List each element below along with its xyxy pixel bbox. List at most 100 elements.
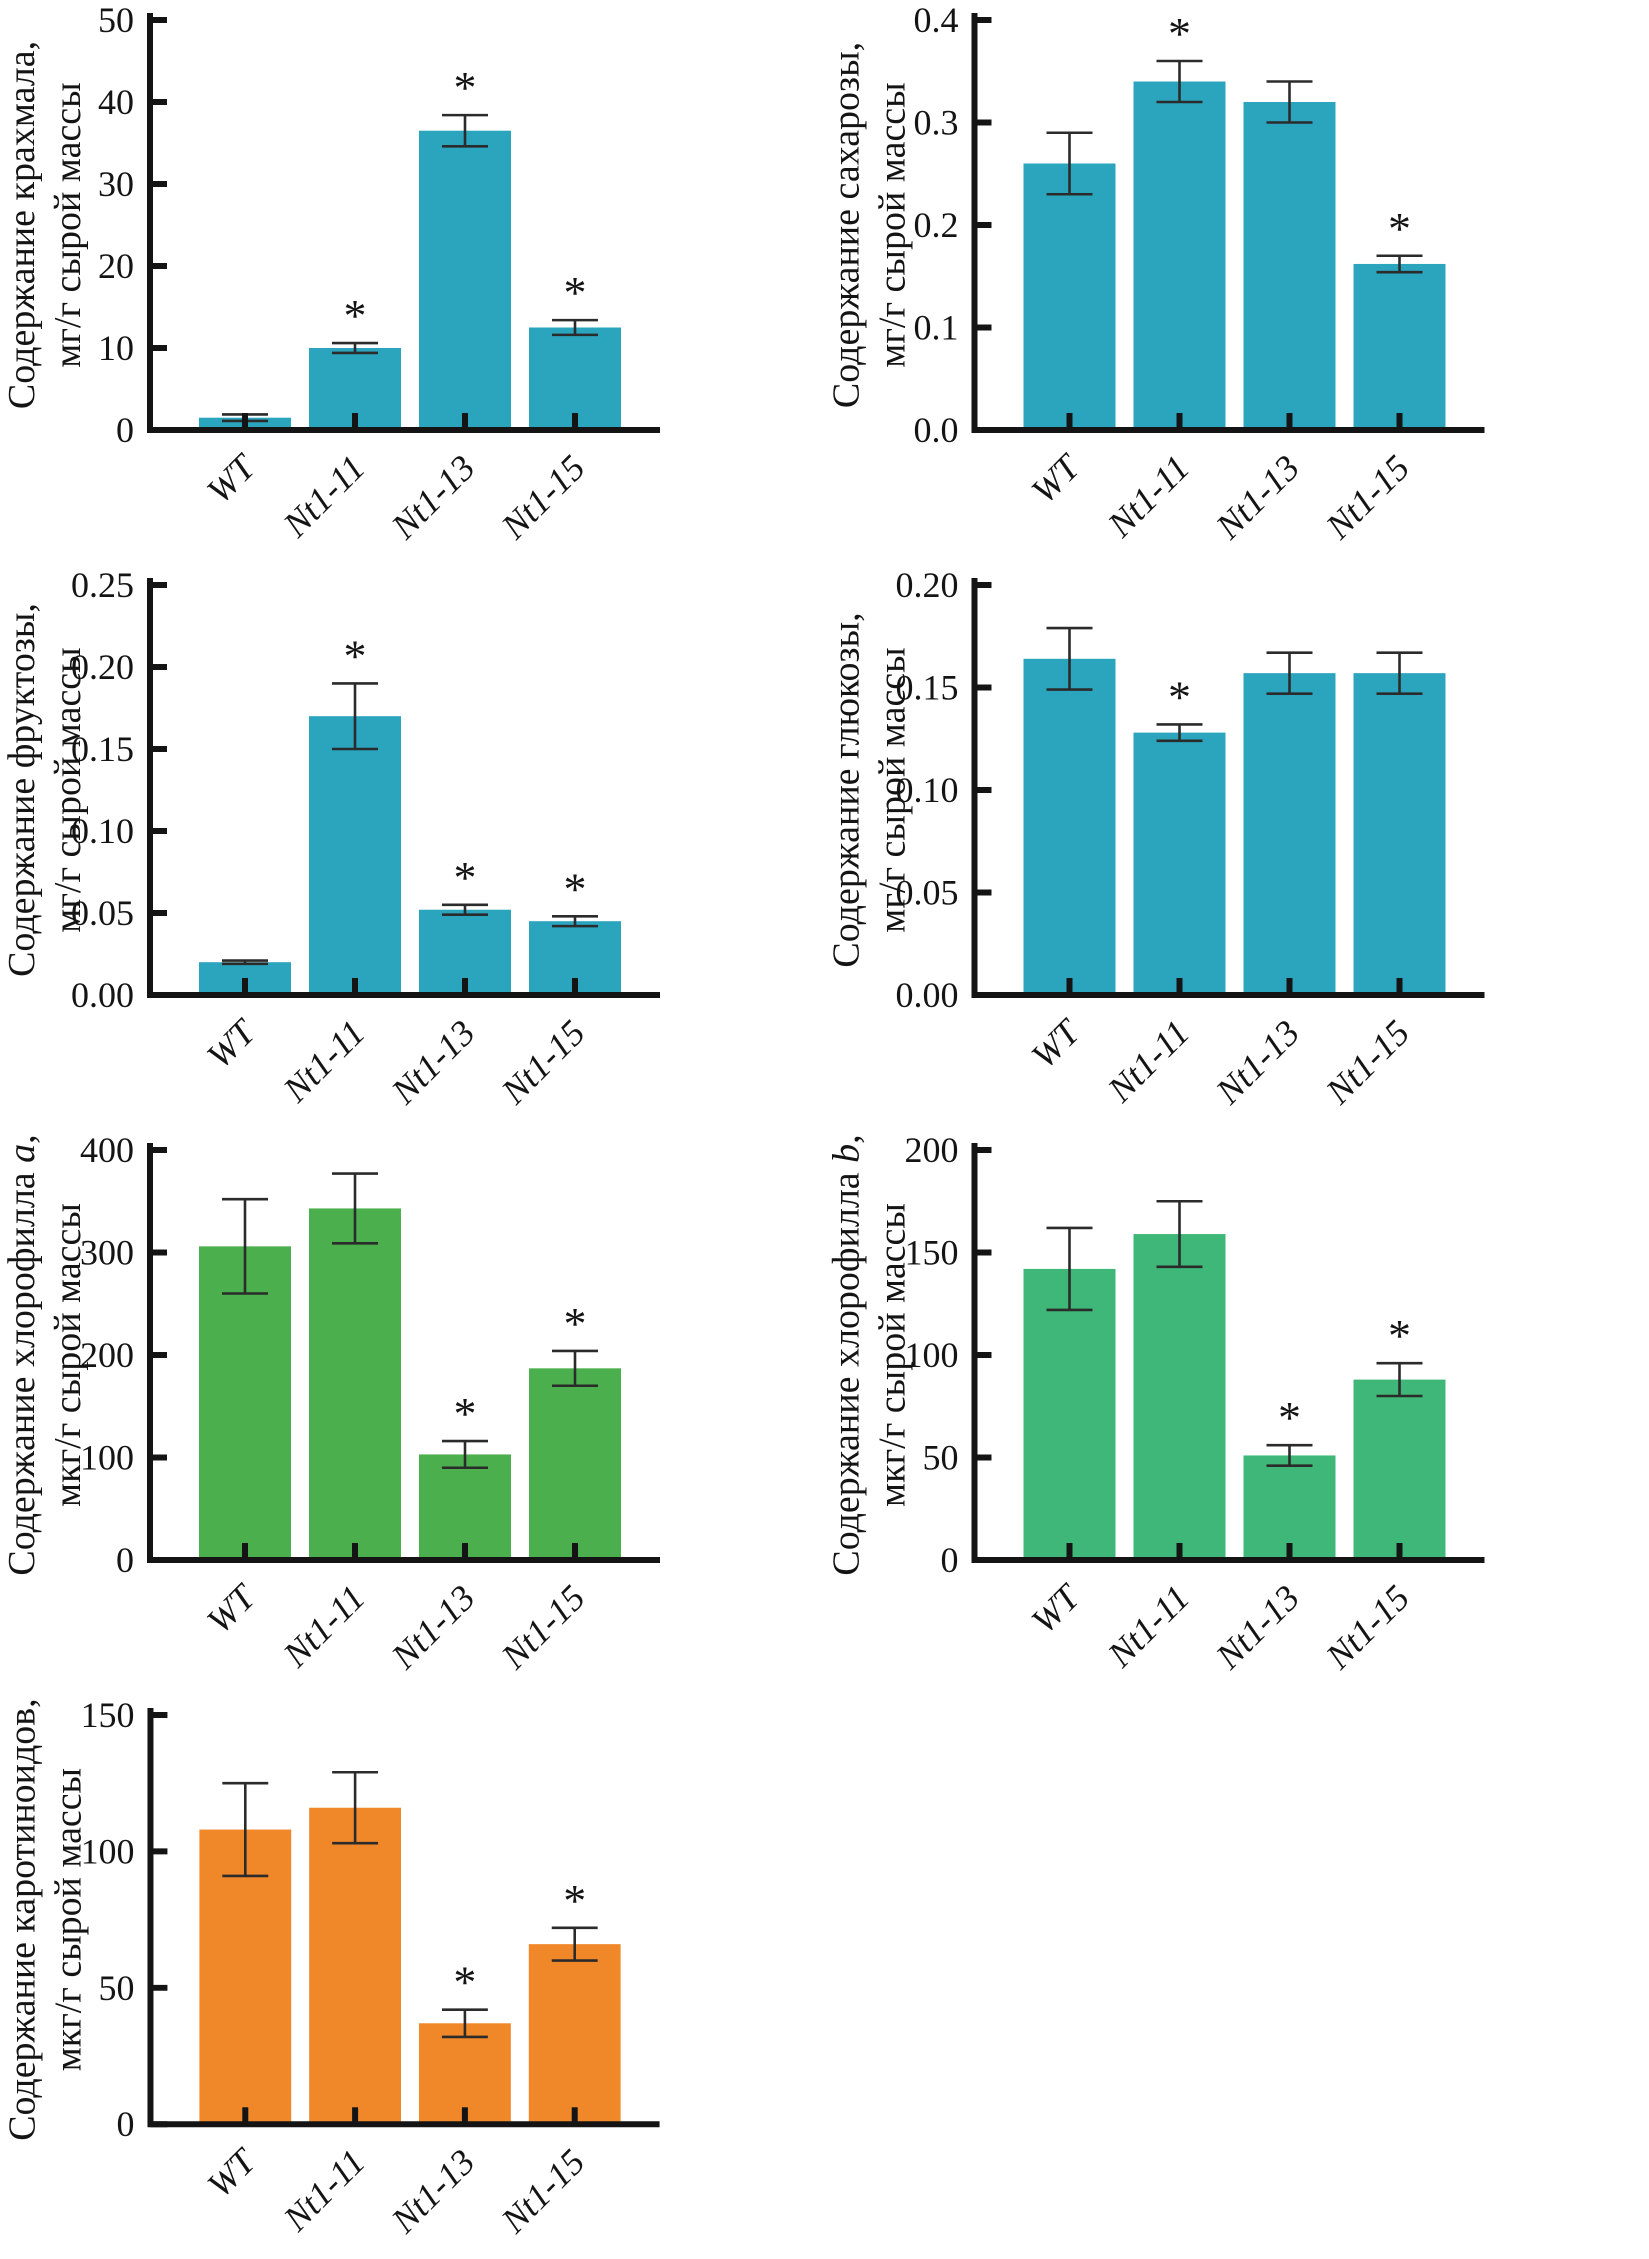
y-axis-title-line1: Содержание хлорофилла b,: [826, 1134, 868, 1575]
y-axis-title-line1: Содержание крахмала,: [1, 41, 43, 409]
x-tick-label: Nt1-13: [383, 2142, 483, 2242]
y-tick-label: 50: [99, 1968, 135, 2008]
fructose-chart: * * * 0.00 0.05 0.10 0.15 0.20 0.25 WT Nt1-11 Nt1-1…: [0, 565, 824, 1130]
y-tick-label: 0.20: [71, 647, 134, 687]
y-axis-title-line2: мг/г сырой массы: [47, 647, 89, 932]
bar-Nt1-15: [529, 1368, 621, 1560]
y-axis-title-line2: мкг/г сырой массы: [47, 1203, 89, 1507]
significance-star: *: [454, 62, 477, 113]
y-axis-title-line1: Содержание глюкозы,: [826, 612, 868, 967]
y-tick-label: 0: [116, 410, 134, 450]
carotenoids-chart: * * 0 50 100 150 WT Nt1-11 Nt1-13 Nt1-15 Содержани…: [0, 1695, 824, 2259]
significance-star: *: [564, 267, 587, 318]
y-tick-label: 100: [81, 1831, 135, 1871]
significance-star: *: [1168, 671, 1191, 722]
significance-star: *: [564, 1298, 587, 1349]
chlorophyll-b-chart: * * 0 50 100 150 200 WT Nt1-11 Nt1-13 Nt1-15 Содерж…: [824, 1130, 1649, 1695]
y-axis-title-line1: Содержание фруктозы,: [1, 603, 43, 977]
bar-Nt1-13: [1243, 1455, 1336, 1560]
bar-WT: [199, 1829, 292, 2125]
bar-Nt1-15: [1353, 1379, 1446, 1560]
y-tick-label: 30: [98, 164, 134, 204]
bar-Nt1-13: [419, 130, 511, 430]
y-tick-label: 100: [905, 1335, 959, 1375]
x-tick-label: Nt1-13: [383, 1012, 483, 1112]
y-axis-title-line1: Содержание сахарозы,: [826, 42, 868, 408]
significance-star: *: [563, 1875, 586, 1926]
x-tick-label: WT: [199, 1575, 265, 1641]
x-tick-label: Nt1-11: [1099, 447, 1197, 545]
x-tick-label: Nt1-15: [1317, 1577, 1417, 1677]
x-tick-label: WT: [199, 2139, 265, 2205]
sucrose-plot: * * 0.0 0.1 0.2 0.3 0.4 WT Nt1-11 Nt1-13 Nt1-15 Сод…: [826, 0, 1485, 547]
y-tick-label: 0.15: [71, 729, 134, 769]
y-tick-label: 0.3: [914, 103, 959, 143]
significance-star: *: [564, 863, 587, 914]
x-tick-label: Nt1-11: [1099, 1577, 1197, 1675]
significance-star: *: [344, 290, 367, 341]
x-tick-label: Nt1-15: [1317, 447, 1417, 547]
y-tick-label: 40: [98, 82, 134, 122]
bar-Nt1-11: [1133, 1234, 1226, 1560]
glucose-chart: * 0.00 0.05 0.10 0.15 0.20 WT Nt1-11 Nt1-13 Nt1-1…: [824, 565, 1649, 1130]
bar-WT: [1023, 1268, 1116, 1560]
y-axis-title-line2: мкг/г сырой массы: [48, 1768, 90, 2071]
y-tick-label: 0.10: [71, 811, 134, 851]
x-tick-label: Nt1-13: [1207, 1012, 1307, 1112]
y-tick-label: 400: [80, 1130, 134, 1170]
y-tick-label: 0.05: [896, 873, 959, 913]
bar-Nt1-15: [1353, 263, 1446, 430]
y-axis-title-line2: мг/г сырой массы: [872, 647, 914, 932]
bar-Nt1-11: [1133, 81, 1226, 430]
y-tick-label: 150: [905, 1233, 959, 1273]
y-tick-label: 20: [98, 246, 134, 286]
y-tick-label: 0.05: [71, 893, 134, 933]
y-tick-label: 100: [80, 1438, 134, 1478]
y-axis-title-line2: мг/г сырой массы: [47, 82, 89, 367]
x-tick-label: WT: [1024, 1010, 1090, 1076]
y-tick-label: 150: [81, 1695, 135, 1735]
bar-WT: [199, 1246, 291, 1560]
empty-cell: [824, 1695, 1649, 2259]
chlorophyll-a-chart: * * 0 100 200 300 400 WT Nt1-11 Nt1-13 Nt1-15 Содер…: [0, 1130, 824, 1695]
y-tick-label: 0.10: [896, 770, 959, 810]
y-tick-label: 0.2: [914, 205, 959, 245]
bar-Nt1-11: [309, 716, 401, 995]
y-axis-title-line2: мкг/г сырой массы: [872, 1203, 914, 1507]
x-tick-label: Nt1-13: [383, 447, 483, 547]
bar-Nt1-11: [1133, 732, 1226, 995]
x-tick-label: Nt1-13: [383, 1577, 483, 1677]
x-tick-label: WT: [1024, 1575, 1090, 1641]
y-tick-label: 0.25: [71, 565, 134, 605]
bar-Nt1-15: [528, 1944, 621, 2125]
bar-Nt1-13: [1243, 102, 1336, 430]
y-tick-label: 200: [905, 1130, 959, 1170]
x-tick-label: Nt1-11: [275, 1012, 373, 1110]
bar-Nt1-13: [419, 1454, 511, 1560]
significance-star: *: [1388, 203, 1411, 254]
y-tick-label: 200: [80, 1335, 134, 1375]
bar-Nt1-15: [1353, 673, 1446, 995]
sucrose-chart: * * 0.0 0.1 0.2 0.3 0.4 WT Nt1-11 Nt1-13 Nt1-15 Сод…: [824, 0, 1649, 565]
y-tick-label: 0.1: [914, 308, 959, 348]
x-tick-label: WT: [199, 445, 265, 511]
y-tick-label: 0.00: [71, 975, 134, 1015]
x-tick-label: WT: [1024, 445, 1090, 511]
x-tick-label: Nt1-11: [275, 447, 373, 545]
significance-star: *: [1388, 1310, 1411, 1361]
bar-Nt1-11: [309, 1807, 402, 2125]
bar-Nt1-15: [529, 327, 621, 430]
significance-star: *: [1278, 1392, 1301, 1443]
chlorophyll-a-plot: * * 0 100 200 300 400 WT Nt1-11 Nt1-13 Nt1-15 Содер…: [1, 1130, 660, 1677]
y-tick-label: 0.0: [914, 410, 959, 450]
y-tick-label: 0: [116, 1540, 134, 1580]
bar-WT: [1023, 163, 1116, 430]
significance-star: *: [1168, 8, 1191, 59]
x-tick-label: Nt1-13: [1207, 1577, 1307, 1677]
bar-Nt1-11: [309, 1208, 401, 1560]
y-axis-title-line1: Содержание хлорофилла a,: [1, 1134, 43, 1575]
x-tick-label: WT: [199, 1010, 265, 1076]
significance-star: *: [453, 1957, 476, 2008]
